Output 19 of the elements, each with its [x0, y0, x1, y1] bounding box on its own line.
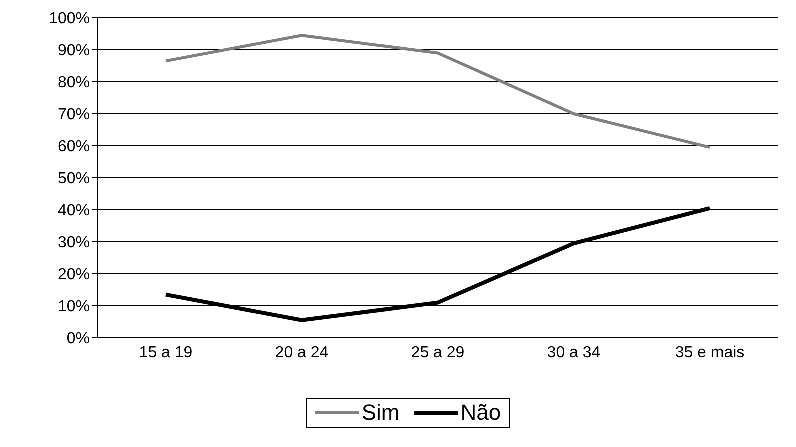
y-tick-label: 80% — [58, 74, 90, 92]
y-tick-label: 10% — [58, 298, 90, 316]
x-tick-label: 15 a 19 — [139, 344, 193, 362]
y-tick-label: 70% — [58, 106, 90, 124]
x-tick-label: 35 e mais — [675, 344, 745, 362]
y-tick-label: 30% — [58, 234, 90, 252]
y-tick-label: 50% — [58, 170, 90, 188]
x-tick-label: 25 a 29 — [411, 344, 465, 362]
y-tick-label: 100% — [49, 10, 90, 28]
y-tick-label: 20% — [58, 266, 90, 284]
y-tick-label: 0% — [66, 330, 90, 348]
x-tick-label: 30 a 34 — [547, 344, 601, 362]
y-tick-label: 60% — [58, 138, 90, 156]
line-series — [164, 34, 712, 150]
y-tick-label: 40% — [58, 202, 90, 220]
y-tick-label: 90% — [58, 42, 90, 60]
legend-label: Sim — [362, 400, 400, 426]
legend-label: Não — [460, 400, 502, 426]
x-tick-label: 20 a 24 — [275, 344, 329, 362]
